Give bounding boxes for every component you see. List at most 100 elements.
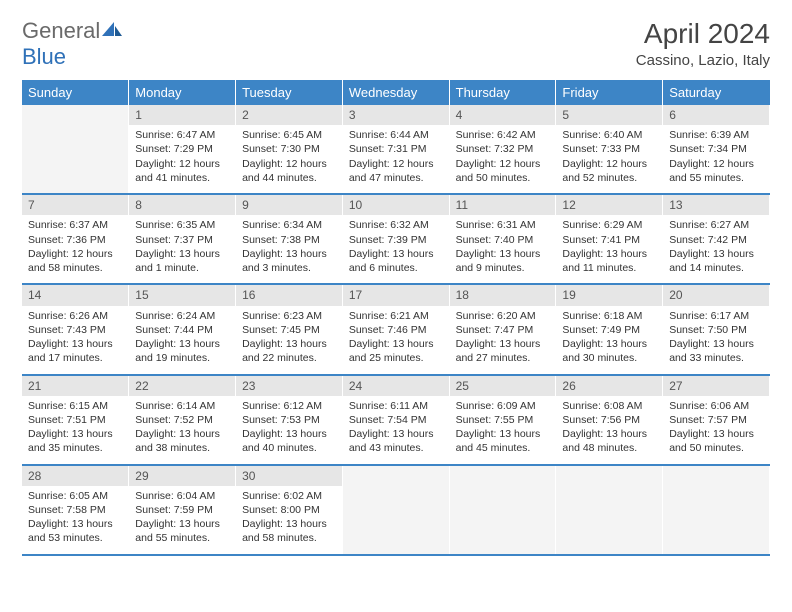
sunset-text: Sunset: 7:46 PM: [349, 323, 443, 337]
daylight-text: Daylight: 12 hours and 50 minutes.: [456, 157, 550, 185]
day-number: 30: [236, 466, 342, 486]
sunrise-text: Sunrise: 6:11 AM: [349, 399, 443, 413]
calendar-week-row: 14Sunrise: 6:26 AMSunset: 7:43 PMDayligh…: [22, 284, 770, 374]
day-content: Sunrise: 6:17 AMSunset: 7:50 PMDaylight:…: [663, 306, 769, 374]
day-number: 11: [450, 195, 556, 215]
calendar-cell: 15Sunrise: 6:24 AMSunset: 7:44 PMDayligh…: [129, 284, 236, 374]
sunset-text: Sunset: 7:45 PM: [242, 323, 336, 337]
day-number: 4: [450, 105, 556, 125]
calendar-cell: 10Sunrise: 6:32 AMSunset: 7:39 PMDayligh…: [342, 194, 449, 284]
day-number: 29: [129, 466, 235, 486]
calendar-cell: 13Sunrise: 6:27 AMSunset: 7:42 PMDayligh…: [663, 194, 770, 284]
header: GeneralBlue April 2024 Cassino, Lazio, I…: [22, 18, 770, 70]
day-content: Sunrise: 6:27 AMSunset: 7:42 PMDaylight:…: [663, 215, 769, 283]
sunset-text: Sunset: 8:00 PM: [242, 503, 336, 517]
day-content: Sunrise: 6:24 AMSunset: 7:44 PMDaylight:…: [129, 306, 235, 374]
day-number: 8: [129, 195, 235, 215]
sunrise-text: Sunrise: 6:27 AM: [669, 218, 763, 232]
daylight-text: Daylight: 13 hours and 55 minutes.: [135, 517, 229, 545]
sunset-text: Sunset: 7:42 PM: [669, 233, 763, 247]
calendar-cell: 14Sunrise: 6:26 AMSunset: 7:43 PMDayligh…: [22, 284, 129, 374]
day-content: Sunrise: 6:14 AMSunset: 7:52 PMDaylight:…: [129, 396, 235, 464]
day-content: [343, 486, 449, 554]
day-content: Sunrise: 6:44 AMSunset: 7:31 PMDaylight:…: [343, 125, 449, 193]
sunrise-text: Sunrise: 6:35 AM: [135, 218, 229, 232]
sunrise-text: Sunrise: 6:08 AM: [562, 399, 656, 413]
daylight-text: Daylight: 12 hours and 44 minutes.: [242, 157, 336, 185]
sunrise-text: Sunrise: 6:04 AM: [135, 489, 229, 503]
day-number: [663, 466, 769, 486]
calendar-cell: 20Sunrise: 6:17 AMSunset: 7:50 PMDayligh…: [663, 284, 770, 374]
sunrise-text: Sunrise: 6:42 AM: [456, 128, 550, 142]
col-tuesday: Tuesday: [236, 80, 343, 105]
day-content: Sunrise: 6:37 AMSunset: 7:36 PMDaylight:…: [22, 215, 128, 283]
title-block: April 2024 Cassino, Lazio, Italy: [636, 18, 770, 69]
sunset-text: Sunset: 7:32 PM: [456, 142, 550, 156]
day-number: 3: [343, 105, 449, 125]
calendar-cell: 1Sunrise: 6:47 AMSunset: 7:29 PMDaylight…: [129, 105, 236, 194]
day-content: Sunrise: 6:08 AMSunset: 7:56 PMDaylight:…: [556, 396, 662, 464]
sunrise-text: Sunrise: 6:37 AM: [28, 218, 122, 232]
day-content: Sunrise: 6:12 AMSunset: 7:53 PMDaylight:…: [236, 396, 342, 464]
day-content: Sunrise: 6:09 AMSunset: 7:55 PMDaylight:…: [450, 396, 556, 464]
calendar-cell: 19Sunrise: 6:18 AMSunset: 7:49 PMDayligh…: [556, 284, 663, 374]
day-content: Sunrise: 6:02 AMSunset: 8:00 PMDaylight:…: [236, 486, 342, 554]
calendar-cell: 5Sunrise: 6:40 AMSunset: 7:33 PMDaylight…: [556, 105, 663, 194]
daylight-text: Daylight: 13 hours and 35 minutes.: [28, 427, 122, 455]
sunrise-text: Sunrise: 6:06 AM: [669, 399, 763, 413]
day-number: 14: [22, 285, 128, 305]
calendar-cell: 24Sunrise: 6:11 AMSunset: 7:54 PMDayligh…: [342, 375, 449, 465]
sunrise-text: Sunrise: 6:12 AM: [242, 399, 336, 413]
day-content: Sunrise: 6:42 AMSunset: 7:32 PMDaylight:…: [450, 125, 556, 193]
day-content: Sunrise: 6:34 AMSunset: 7:38 PMDaylight:…: [236, 215, 342, 283]
day-number: 16: [236, 285, 342, 305]
sunrise-text: Sunrise: 6:14 AM: [135, 399, 229, 413]
sunset-text: Sunset: 7:33 PM: [562, 142, 656, 156]
logo-text-general: General: [22, 18, 100, 43]
calendar-cell: 29 Sunrise: 6:04 AMSunset: 7:59 PMDayligh…: [129, 465, 236, 555]
calendar-cell: 30Sunrise: 6:02 AMSunset: 8:00 PMDayligh…: [236, 465, 343, 555]
daylight-text: Daylight: 13 hours and 27 minutes.: [456, 337, 550, 365]
calendar-table: Sunday Monday Tuesday Wednesday Thursday…: [22, 80, 770, 556]
sunrise-text: Sunrise: 6:02 AM: [242, 489, 336, 503]
day-content: Sunrise: 6:45 AMSunset: 7:30 PMDaylight:…: [236, 125, 342, 193]
daylight-text: Daylight: 13 hours and 6 minutes.: [349, 247, 443, 275]
sunrise-text: Sunrise: 6:29 AM: [562, 218, 656, 232]
daylight-text: Daylight: 13 hours and 25 minutes.: [349, 337, 443, 365]
day-number: 22: [129, 376, 235, 396]
calendar-cell: 28Sunrise: 6:05 AMSunset: 7:58 PMDayligh…: [22, 465, 129, 555]
daylight-text: Daylight: 13 hours and 9 minutes.: [456, 247, 550, 275]
day-number: [343, 466, 449, 486]
day-number: 7: [22, 195, 128, 215]
daylight-text: Daylight: 13 hours and 43 minutes.: [349, 427, 443, 455]
sunrise-text: Sunrise: 6:15 AM: [28, 399, 122, 413]
sunset-text: Sunset: 7:59 PM: [135, 503, 229, 517]
daylight-text: Daylight: 13 hours and 33 minutes.: [669, 337, 763, 365]
sunrise-text: Sunrise: 6:17 AM: [669, 309, 763, 323]
sunset-text: Sunset: 7:53 PM: [242, 413, 336, 427]
day-number: [450, 466, 556, 486]
daylight-text: Daylight: 13 hours and 53 minutes.: [28, 517, 122, 545]
day-number: 25: [450, 376, 556, 396]
sunrise-text: Sunrise: 6:47 AM: [135, 128, 229, 142]
daylight-text: Daylight: 13 hours and 19 minutes.: [135, 337, 229, 365]
daylight-text: Daylight: 13 hours and 40 minutes.: [242, 427, 336, 455]
day-content: [556, 486, 662, 554]
daylight-text: Daylight: 12 hours and 55 minutes.: [669, 157, 763, 185]
logo: GeneralBlue: [22, 18, 124, 70]
calendar-week-row: 21Sunrise: 6:15 AMSunset: 7:51 PMDayligh…: [22, 375, 770, 465]
day-content: [450, 486, 556, 554]
sunset-text: Sunset: 7:57 PM: [669, 413, 763, 427]
daylight-text: Daylight: 13 hours and 30 minutes.: [562, 337, 656, 365]
sunrise-text: Sunrise: 6:21 AM: [349, 309, 443, 323]
calendar-cell: 12Sunrise: 6:29 AMSunset: 7:41 PMDayligh…: [556, 194, 663, 284]
sunset-text: Sunset: 7:40 PM: [456, 233, 550, 247]
calendar-header-row: Sunday Monday Tuesday Wednesday Thursday…: [22, 80, 770, 105]
day-content: Sunrise: 6:11 AMSunset: 7:54 PMDaylight:…: [343, 396, 449, 464]
calendar-cell: 9Sunrise: 6:34 AMSunset: 7:38 PMDaylight…: [236, 194, 343, 284]
day-number: 10: [343, 195, 449, 215]
day-number: 24: [343, 376, 449, 396]
day-content: Sunrise: 6:47 AMSunset: 7:29 PMDaylight:…: [129, 125, 235, 193]
calendar-cell: 16Sunrise: 6:23 AMSunset: 7:45 PMDayligh…: [236, 284, 343, 374]
sunrise-text: Sunrise: 6:24 AM: [135, 309, 229, 323]
